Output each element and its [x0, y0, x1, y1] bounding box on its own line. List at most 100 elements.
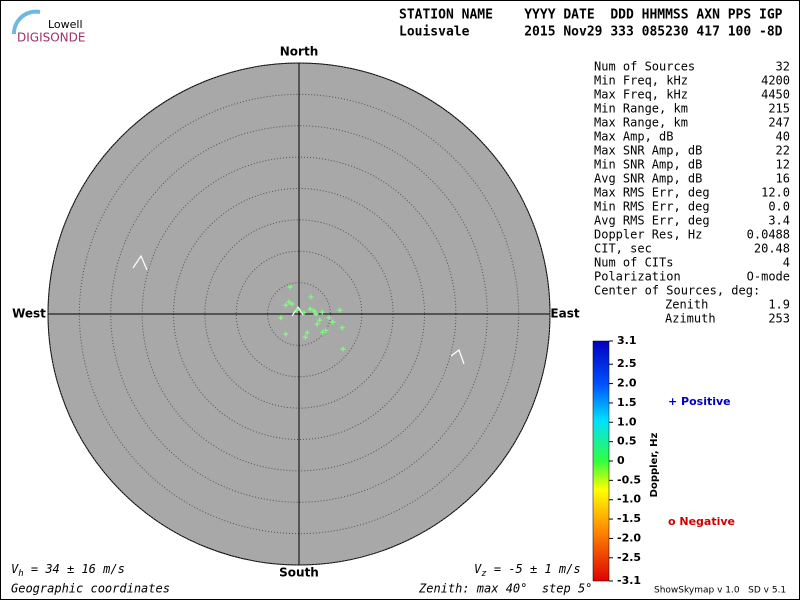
source-point [278, 315, 284, 321]
header-line: Louisvale 2015 Nov29 333 085230 417 100 … [399, 25, 783, 40]
colorbar-tick-label: 2.5 [617, 357, 637, 370]
chevron [291, 305, 304, 317]
stat-label: Min Range, km [594, 102, 688, 116]
logo-arc [11, 9, 41, 35]
source-point [320, 329, 326, 335]
velocity-part: V [11, 562, 19, 576]
source-point [314, 321, 320, 327]
source-point [301, 310, 307, 316]
source-point [330, 319, 336, 325]
stat-value: 215 [768, 102, 790, 116]
colorbar [592, 340, 610, 582]
coords-note: Geographic coordinates [11, 582, 170, 596]
compass-label: South [279, 566, 319, 580]
stat-label: Max Freq, kHz [594, 88, 688, 102]
colorbar-tick-label: -1.0 [617, 493, 641, 506]
source-point [283, 331, 289, 337]
velocity-part: V [474, 562, 482, 576]
stat-label: Min Freq, kHz [594, 74, 688, 88]
stat-label: Zenith [665, 298, 708, 312]
source-point [319, 309, 325, 315]
colorbar-tick-label: 2.0 [617, 377, 637, 390]
source-point [289, 301, 295, 307]
stat-label: Num of CITs [594, 256, 673, 270]
stat-label: Avg SNR Amp, dB [594, 172, 702, 186]
stat-value: 4 [783, 256, 790, 270]
colorbar-tick-label: -2.0 [617, 531, 641, 544]
source-point [308, 294, 314, 300]
zenith-note: Zenith: max 40° step 5° [418, 582, 592, 596]
stat-label: Num of Sources [594, 60, 695, 74]
colorbar-tick-label: 0 [617, 454, 625, 467]
source-point [317, 317, 323, 323]
stat-value: 253 [768, 312, 790, 326]
logo-text: Lowell [48, 18, 83, 31]
colorbar-tick-label: -0.5 [617, 473, 641, 486]
stat-value: 12.0 [761, 186, 790, 200]
source-point [294, 307, 300, 313]
colorbar-tick-label: 1.5 [617, 396, 637, 409]
colorbar-tick-label: -3.1 [617, 574, 641, 587]
source-point [304, 330, 310, 336]
stat-value: 247 [768, 116, 790, 130]
colorbar-tick-label: 1.0 [617, 415, 637, 428]
colorbar-tick-label: 3.1 [617, 334, 637, 347]
source-point [302, 334, 308, 340]
colorbar-tick-label: -1.5 [617, 512, 641, 525]
compass-label: North [280, 45, 318, 59]
version: ShowSkymap v 1.0 SD v 5.1 [654, 586, 786, 596]
chevron [450, 349, 465, 365]
stat-label: Min SNR Amp, dB [594, 158, 702, 172]
stat-label: Doppler Res, Hz [594, 228, 702, 242]
stat-value: 4450 [761, 88, 790, 102]
stat-value: 0.0488 [747, 228, 790, 242]
source-point [283, 302, 289, 308]
colorbar-tick-label: 0.5 [617, 435, 637, 448]
source-point [311, 308, 317, 314]
stat-value: 1.9 [768, 298, 790, 312]
compass-label: East [550, 307, 579, 321]
velocity: Vz = -5 ± 1 m/s [474, 562, 581, 579]
stat-value: 32 [776, 60, 790, 74]
stat-label: Max Range, km [594, 116, 688, 130]
source-point [307, 306, 313, 312]
source-point [323, 327, 329, 333]
logo-text: DIGISONDE [17, 31, 85, 45]
colorbar-label: Doppler, Hz [649, 433, 660, 498]
stat-value: 22 [776, 144, 790, 158]
stat-heading: Center of Sources, deg: [594, 284, 760, 298]
stat-label: Min RMS Err, deg [594, 200, 710, 214]
chevron [132, 254, 148, 271]
source-point [337, 307, 343, 313]
stat-value: O-mode [747, 270, 790, 284]
velocity-part: = 34 ± 16 m/s [24, 562, 125, 576]
stat-value: 3.4 [768, 214, 790, 228]
stat-value: 16 [776, 172, 790, 186]
stat-label: Max Amp, dB [594, 130, 673, 144]
source-point [339, 325, 345, 331]
legend-entry: o Negative [668, 515, 735, 528]
source-point [286, 299, 292, 305]
stat-label: Max RMS Err, deg [594, 186, 710, 200]
stat-label: Azimuth [665, 312, 716, 326]
stat-value: 40 [776, 130, 790, 144]
stat-label: Max SNR Amp, dB [594, 144, 702, 158]
stat-value: 20.48 [754, 242, 790, 256]
header-line: STATION NAME YYYY DATE DDD HHMMSS AXN PP… [399, 8, 783, 23]
velocity: Vh = 34 ± 16 m/s [11, 562, 125, 579]
plot: North South West East 3.1 2.5 2.0 1.5 1.0 0.5 0 -0.… [12, 45, 735, 588]
source-point [326, 315, 332, 321]
stat-value: 4200 [761, 74, 790, 88]
stat-value: 12 [776, 158, 790, 172]
velocity-part: = -5 ± 1 m/s [487, 562, 581, 576]
stat-label: Polarization [594, 270, 681, 284]
stat-label: Avg RMS Err, deg [594, 214, 710, 228]
source-point [287, 284, 293, 290]
velocity-part: z [481, 569, 486, 579]
velocity-part: h [18, 569, 23, 579]
stat-value: 0.0 [768, 200, 790, 214]
compass-label: West [12, 307, 46, 321]
stat-label: CIT, sec [594, 242, 652, 256]
source-point [340, 346, 346, 352]
